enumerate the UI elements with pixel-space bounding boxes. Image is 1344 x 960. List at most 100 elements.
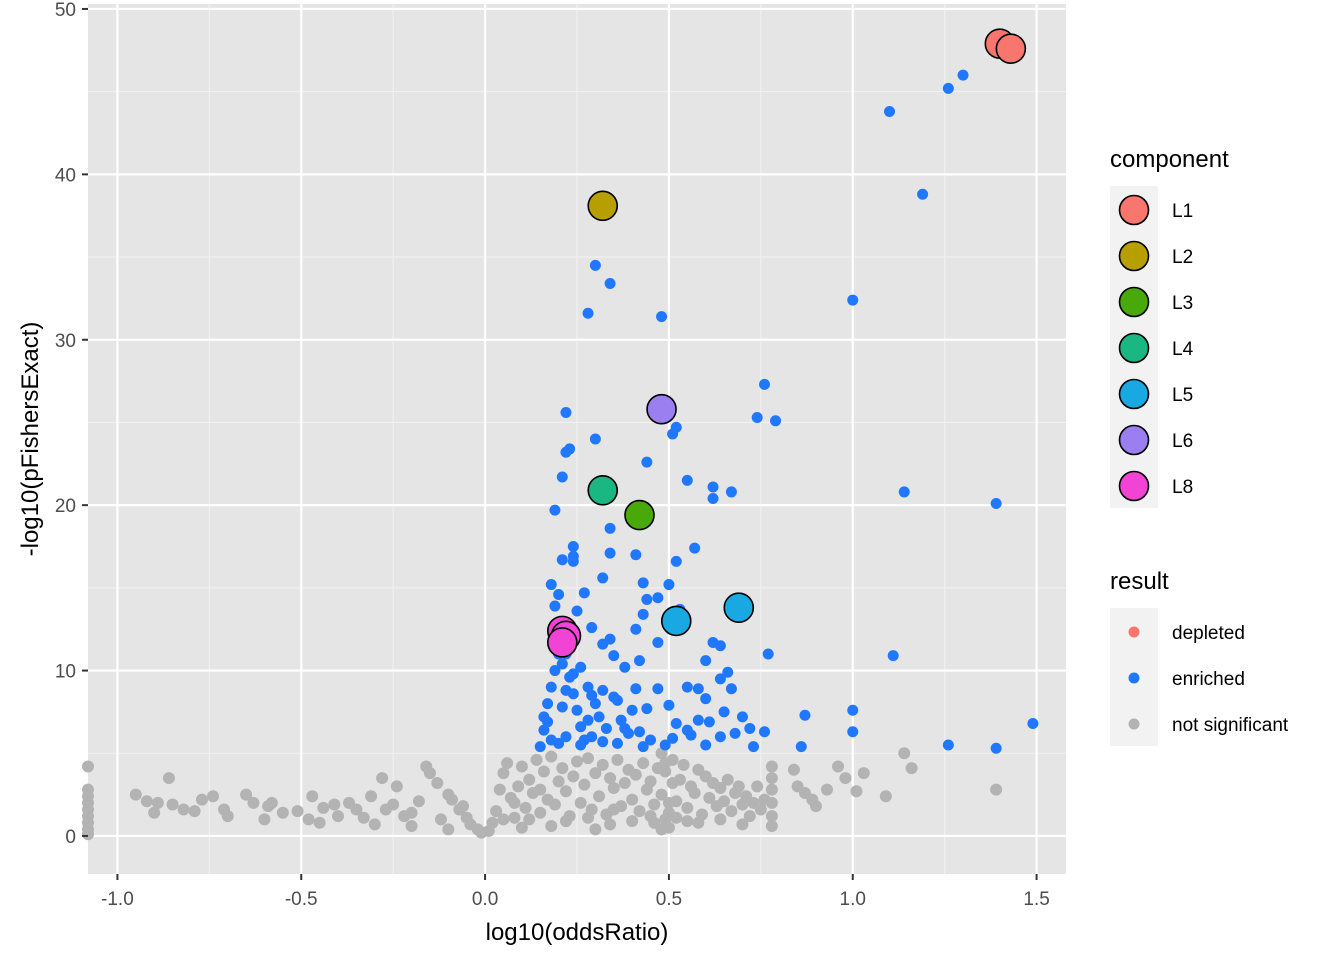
point-enriched [729, 727, 741, 739]
point-enriched [560, 407, 572, 419]
point-not-significant [765, 760, 778, 773]
point-not-significant [629, 768, 642, 781]
point-not-significant [445, 793, 458, 806]
point-not-significant [490, 805, 503, 818]
point-enriched [656, 311, 668, 323]
point-enriched [542, 716, 554, 728]
point-enriched [637, 577, 649, 589]
point-enriched [652, 636, 664, 648]
point-not-significant [387, 798, 400, 811]
point-not-significant [688, 786, 701, 799]
legend-component-label: L1 [1172, 201, 1193, 222]
point-enriched [634, 655, 646, 667]
point-enriched [659, 739, 671, 751]
point-not-significant [556, 762, 569, 775]
point-enriched [685, 729, 697, 741]
point-not-significant [545, 820, 558, 833]
point-not-significant [497, 767, 510, 780]
point-enriched [622, 727, 634, 739]
point-not-significant [523, 773, 536, 786]
point-enriched [670, 717, 682, 729]
point-enriched [611, 737, 623, 749]
point-enriched [898, 486, 910, 498]
point-enriched [747, 741, 759, 753]
point-not-significant [405, 806, 418, 819]
point-enriched [593, 711, 605, 723]
point-not-significant [714, 813, 727, 826]
point-enriched [718, 706, 730, 718]
y-tick-label: 40 [55, 165, 76, 186]
point-not-significant [523, 813, 536, 826]
point-enriched [615, 714, 627, 726]
point-enriched [641, 593, 653, 605]
point-not-significant [857, 767, 870, 780]
point-enriched [597, 572, 609, 584]
point-enriched [589, 259, 601, 271]
point-enriched [663, 579, 675, 591]
point-enriched [600, 722, 612, 734]
point-not-significant [659, 765, 672, 778]
point-not-significant [582, 752, 595, 765]
point-not-significant [365, 790, 378, 803]
point-not-significant [188, 805, 201, 818]
point-not-significant [655, 823, 668, 836]
point-enriched [770, 415, 782, 427]
x-tick-label: -0.5 [285, 889, 318, 910]
point-enriched [545, 579, 557, 591]
legend-result: depleted enriched not significant [1110, 608, 1289, 746]
point-enriched [707, 493, 719, 505]
point-not-significant [162, 772, 175, 785]
point-enriched [667, 732, 679, 744]
point-enriched [759, 378, 771, 390]
point-not-significant [718, 795, 731, 808]
point-not-significant [589, 823, 602, 836]
point-not-significant [534, 783, 547, 796]
point-component-L8 [546, 627, 578, 658]
point-enriched [567, 555, 579, 567]
point-not-significant [611, 753, 624, 766]
point-not-significant [670, 811, 683, 824]
point-not-significant [548, 798, 561, 811]
point-enriched [762, 648, 774, 660]
point-not-significant [357, 811, 370, 824]
x-axis-title: log10(oddsRatio) [486, 919, 669, 946]
point-enriched [751, 411, 763, 423]
legend-component-key-L8 [1118, 470, 1150, 502]
point-not-significant [714, 781, 727, 794]
point-component-L3 [624, 499, 655, 531]
point-enriched [549, 665, 561, 677]
point-not-significant [423, 767, 436, 780]
point-not-significant [850, 785, 863, 798]
point-enriched [917, 188, 929, 200]
point-component-L5 [723, 592, 755, 624]
point-enriched [645, 734, 657, 746]
legend-result-label: depleted [1172, 623, 1245, 644]
point-not-significant [832, 760, 845, 773]
point-not-significant [604, 818, 617, 831]
point-not-significant [596, 758, 609, 771]
point-enriched [538, 724, 550, 736]
point-enriched [626, 704, 638, 716]
point-not-significant [390, 780, 403, 793]
point-enriched [582, 307, 594, 319]
point-enriched [700, 739, 712, 751]
point-not-significant [626, 793, 639, 806]
point-not-significant [898, 747, 911, 760]
point-not-significant [508, 811, 521, 824]
point-enriched [1027, 717, 1039, 729]
point-enriched [578, 587, 590, 599]
point-not-significant [604, 772, 617, 785]
legend-component-title: component [1110, 146, 1229, 173]
point-not-significant [493, 783, 506, 796]
legend-component: L1 L2 L3 L4 L5 L6 L8 [1110, 186, 1194, 508]
point-not-significant [151, 796, 164, 809]
point-not-significant [787, 763, 800, 776]
point-not-significant [725, 805, 738, 818]
point-not-significant [306, 790, 319, 803]
point-component-L5 [660, 605, 692, 637]
point-not-significant [368, 818, 381, 831]
x-tick-label: -1.0 [101, 889, 134, 910]
point-enriched [611, 694, 623, 706]
point-not-significant [405, 820, 418, 833]
point-enriched [553, 588, 565, 600]
